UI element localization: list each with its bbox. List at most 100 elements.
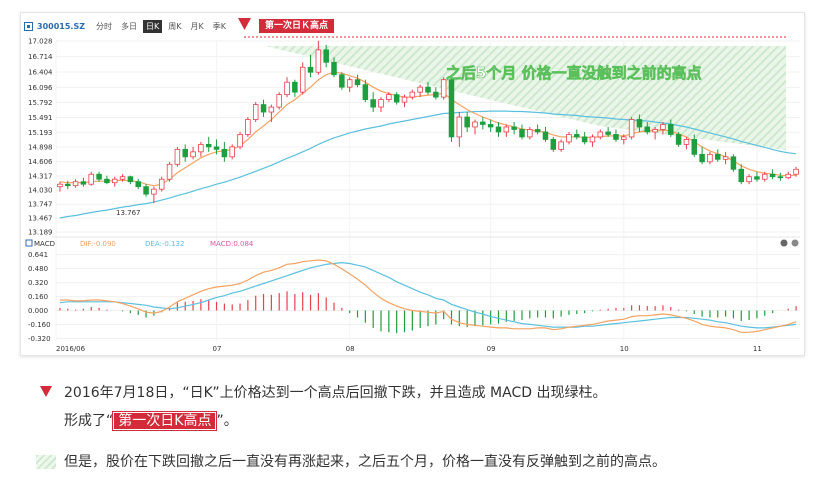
candle-body [566,134,572,143]
candle-body [605,131,611,135]
candle-body [746,176,752,183]
candle-body [119,176,126,180]
candle-body [393,94,400,103]
candle-body [158,178,165,190]
chart-svg: 17.028 16.714 16.404 16.096 15.792 15.491 15.1… [25,18,800,353]
candle-body [738,168,745,183]
candle-body [57,183,63,188]
price-tick-label: 13.467 [28,215,53,223]
candle-body [237,134,243,148]
tab-duori[interactable]: 多日 [121,21,137,31]
macd-tick-label: 0.320 [28,279,48,287]
candle-body [276,94,282,108]
price-tick-label: 14.898 [28,143,53,151]
candle-body [456,116,463,138]
stock-code[interactable]: 300015.SZ [37,21,85,31]
candle-body [127,176,134,183]
candle-body [417,86,423,93]
candle-body [707,153,713,163]
candle-body [503,126,510,133]
candle-body [88,173,94,185]
macd-tick-label: 0.480 [28,265,48,273]
macd-dea-legend: DEA:-0.132 [145,240,184,248]
stock-chart-icon [24,21,33,31]
candle-body [699,153,705,163]
price-tick-label: 15.491 [28,114,53,122]
chart-toolbar: 300015.SZ 分时 多日 日K 周K 月K 季K [24,18,232,34]
candle-body [527,129,533,138]
tab-quarterly-k[interactable]: 季K [212,21,226,31]
candle-body [323,49,329,63]
candle-body [135,181,141,188]
price-tick-label: 16.404 [28,69,53,77]
candle-body [111,178,118,184]
macd-toggle-icon [25,239,33,247]
tab-fenshi[interactable]: 分时 [96,21,112,31]
candle-body [785,173,792,179]
price-tick-label: 15.792 [28,99,53,107]
candle-body [307,66,314,73]
candle-body [425,86,431,93]
candle-body [401,96,408,103]
x-tick-label: 2016/06 [56,345,86,353]
candle-body [487,124,494,128]
candle-body [80,181,87,185]
candlesticks [57,40,799,204]
tab-weekly-k[interactable]: 周K [168,21,182,31]
candle-body [315,49,322,73]
price-tick-label: 14.030 [28,187,53,195]
candle-body [534,129,541,133]
price-tick-label: 14.317 [28,172,53,180]
tab-daily-k[interactable]: 日K [143,19,163,33]
candle-body [440,79,447,98]
note-line-1: 2016年7月18日，“日K”上价格达到一个高点后回撤下跌，并且造成 MACD … [64,385,607,401]
note-marker-icon [40,386,52,397]
candle-body [221,148,228,158]
macd-title: MACD [34,240,55,248]
candle-body [292,81,298,93]
dea-line [59,261,797,329]
candle-body [370,99,376,108]
macd-tick-label: -0.320 [28,335,51,343]
candle-body [252,104,259,120]
candle-body [229,146,235,158]
candle-body [762,173,768,180]
candle-body [644,126,651,133]
candle-body [715,153,721,160]
candle-body [683,139,690,145]
candle-body [769,173,776,178]
gear-icon [791,239,799,247]
candle-body [245,119,251,135]
macd-histogram [59,259,797,334]
no-retouch-zone [265,46,786,150]
x-tick-label: 08 [346,345,355,353]
candle-body [96,173,102,180]
candle-body [754,176,760,180]
candle-body [480,121,486,125]
banner-text: 之后5个月 价格一直没触到之前的高点 [446,64,702,82]
x-axis-labels: 2016/06 07 08 09 10 11 [56,345,762,353]
candle-body [346,79,353,88]
candle-body [581,136,588,143]
candle-body [574,134,580,138]
candle-body [182,148,188,158]
x-tick-label: 09 [487,345,496,353]
candle-body [542,131,549,140]
candle-body [284,81,290,96]
note-line-2: 形成了“ 第一次日K高点”。 [64,411,238,431]
candle-body [198,143,204,153]
candle-body [104,178,110,184]
candle-body [668,124,674,135]
candle-body [143,186,149,195]
candle-body [362,84,369,101]
candle-body [777,176,784,179]
price-tick-label: 14.606 [28,158,53,166]
candle-body [550,139,557,150]
tab-monthly-k[interactable]: 月K [190,21,204,31]
candle-body [64,183,71,187]
macd-dif-legend: DIF:-0.090 [80,240,116,248]
hatch-legend-icon [36,455,56,469]
candle-body [519,129,525,138]
price-tick-label: 15.193 [28,129,53,137]
candle-body [378,99,384,108]
